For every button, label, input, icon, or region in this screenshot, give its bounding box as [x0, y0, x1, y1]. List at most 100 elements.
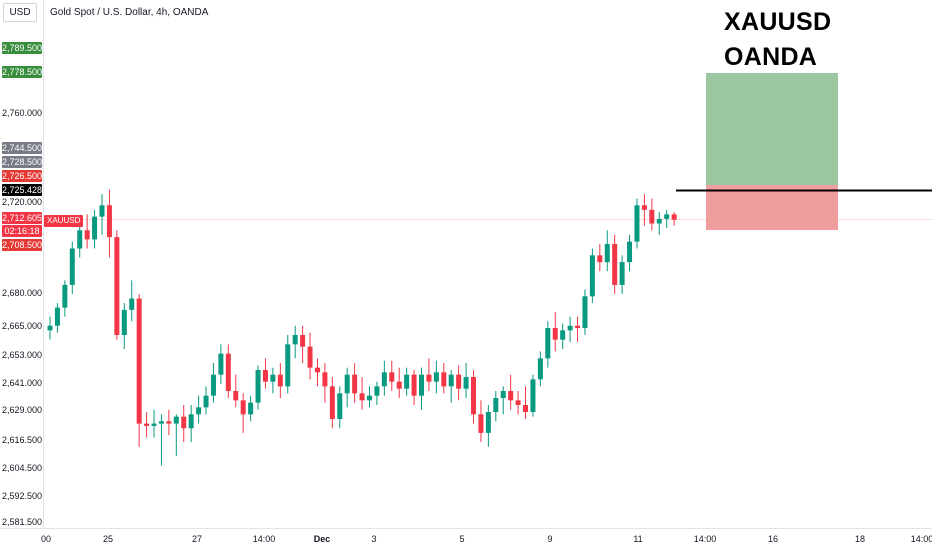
candle-body [515, 400, 521, 405]
x-tick: 3 [371, 534, 377, 544]
candle-body [352, 374, 358, 394]
candle-body [530, 379, 536, 412]
candle-body [314, 367, 320, 373]
candle-body [359, 393, 365, 401]
candle-body [292, 335, 298, 345]
candle-body [478, 414, 484, 433]
candle-body [188, 414, 194, 429]
y-tick: 2,592.500 [2, 491, 43, 501]
candle-body [567, 325, 573, 331]
entry-price-tag: 2,725.428 [2, 184, 43, 196]
candle-body [300, 335, 306, 347]
stop-loss-zone [706, 185, 838, 230]
x-tick: 9 [547, 534, 553, 544]
take-profit-zone [706, 73, 838, 185]
x-tick: 27 [191, 534, 203, 544]
time-axis-border [0, 528, 932, 529]
y-tick: 2,641.000 [2, 378, 43, 388]
candle-body [664, 214, 670, 219]
candle-body [233, 391, 239, 401]
candle-body [106, 205, 112, 238]
candle-body [196, 407, 202, 415]
candle-body [374, 386, 380, 396]
candle-body [589, 255, 595, 297]
candle-body [114, 237, 120, 335]
candle-body [396, 381, 402, 389]
candle-body [404, 374, 410, 389]
bar-countdown-tag: 02:16:18 [2, 225, 42, 237]
take-profit-tag: 2,778.500 [2, 66, 43, 78]
candle-body [523, 405, 529, 412]
candle-body [381, 372, 387, 387]
candle-body [307, 346, 313, 368]
overlay-title-broker: OANDA [724, 43, 818, 71]
candle-body [329, 386, 335, 419]
candle-body [69, 248, 75, 285]
x-tick: 00 [40, 534, 52, 544]
candle-body [54, 307, 60, 326]
take-profit-high-tag: 2,789.500 [2, 42, 43, 54]
candle-body [500, 391, 506, 398]
x-tick: Dec [313, 534, 331, 544]
symbol-title: Gold Spot / U.S. Dollar, 4h, OANDA [50, 7, 209, 18]
candle-body [240, 400, 246, 415]
candle-body [181, 416, 187, 429]
candle-body [448, 374, 454, 387]
candle-body [151, 423, 157, 426]
candle-body [426, 374, 432, 382]
x-tick: 16 [767, 534, 779, 544]
candle-body [441, 372, 447, 387]
candle-body [597, 255, 603, 263]
candle-body [433, 372, 439, 382]
candle-body [389, 372, 395, 382]
price-tag-gray: 2,728.500 [2, 156, 43, 168]
overlay-title-symbol: XAUUSD [724, 8, 832, 36]
currency-button[interactable]: USD [3, 3, 37, 22]
y-tick: 2,604.500 [2, 463, 43, 473]
y-tick: 2,680.000 [2, 288, 43, 298]
x-tick: 18 [854, 534, 866, 544]
candle-body [656, 218, 662, 224]
candle-body [166, 421, 172, 424]
candle-body [471, 377, 477, 415]
candle-body [366, 395, 372, 401]
candle-body [277, 374, 283, 387]
candle-body [255, 370, 261, 403]
y-tick: 2,653.000 [2, 350, 43, 360]
candle-body [47, 325, 53, 331]
candle-body [285, 344, 291, 387]
candle-body [419, 374, 424, 396]
candle-body [671, 214, 677, 220]
candle-body [99, 205, 105, 217]
candle-body [210, 374, 216, 396]
y-tick: 2,720.000 [2, 197, 43, 207]
y-tick: 2,760.000 [2, 108, 43, 118]
candle-body [604, 243, 610, 263]
candle-body [411, 374, 417, 396]
price-tag-red: 2,726.500 [2, 170, 43, 182]
candle-body [560, 330, 566, 340]
price-axis-border [43, 0, 44, 528]
x-tick: 5 [459, 534, 465, 544]
price-tag-gray: 2,744.500 [2, 142, 43, 154]
last-price-tag: 2,712.605 [2, 212, 43, 224]
x-tick: 11 [633, 534, 643, 544]
candle-body [62, 284, 68, 308]
x-tick: 25 [102, 534, 114, 544]
candle-body [456, 374, 462, 389]
x-tick: 14:00 [910, 534, 932, 544]
candle-body [627, 241, 633, 263]
candle-body [121, 309, 127, 335]
candle-body [537, 358, 543, 380]
candle-body [337, 393, 343, 419]
candle-body [344, 374, 350, 394]
y-tick: 2,629.000 [2, 405, 43, 415]
candle-body [485, 412, 491, 433]
candle-body [582, 296, 588, 328]
y-tick: 2,581.500 [2, 517, 43, 527]
candle-body [262, 370, 268, 382]
x-tick: 14:00 [693, 534, 717, 544]
candle-body [619, 262, 625, 285]
